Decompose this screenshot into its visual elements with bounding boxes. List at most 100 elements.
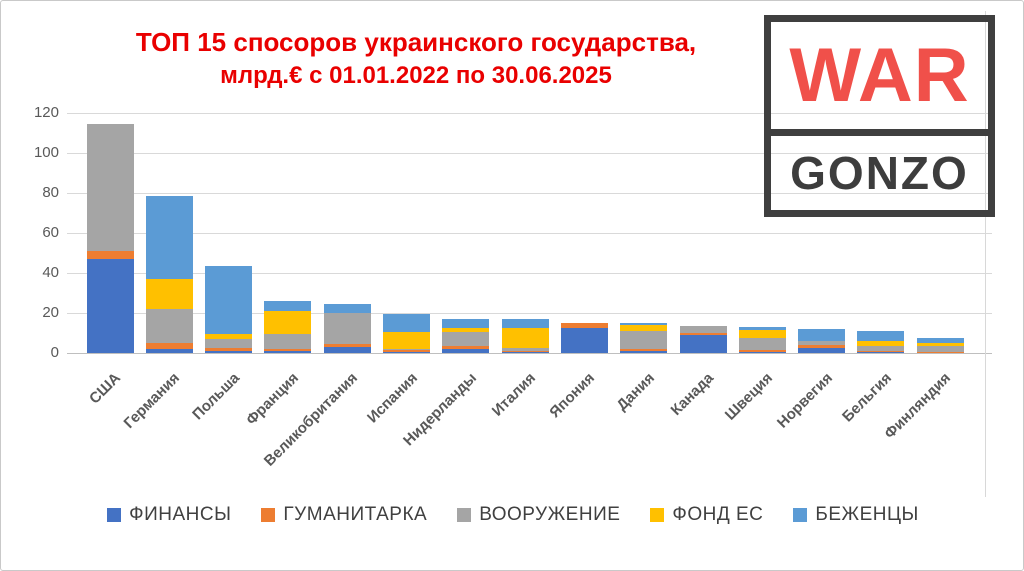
bar-segment-Германия-ФОНД ЕС (145, 279, 193, 309)
bar-segment-Франция-ВООРУЖЕНИЕ (264, 334, 312, 349)
bar-segment-Бельгия-ГУМАНИТАРКА (857, 351, 905, 352)
bar-segment-Финляндия-ГУМАНИТАРКА (916, 351, 964, 353)
legend-label-ВООРУЖЕНИЕ: ВООРУЖЕНИЕ (479, 504, 621, 525)
bar-segment-Франция-ФИНАНСЫ (264, 351, 312, 353)
gridline-40 (67, 273, 992, 274)
bar-segment-Германия-ВООРУЖЕНИЕ (145, 309, 193, 343)
bar-segment-Италия-БЕЖЕНЦЫ (501, 319, 549, 328)
bar-segment-Нидерланды-ГУМАНИТАРКА (442, 346, 490, 349)
legend-swatch-ФИНАНСЫ (107, 508, 122, 522)
y-axis-tick-label: 20 (42, 304, 59, 321)
bar-segment-Франция-ГУМАНИТАРКА (264, 349, 312, 351)
bar-segment-Финляндия-ВООРУЖЕНИЕ (916, 346, 964, 352)
gridline-100 (67, 153, 992, 154)
logo-word-war: WAR (789, 32, 970, 118)
legend-item-ФИНАНСЫ: ФИНАНСЫ (107, 504, 231, 526)
gridline-80 (67, 193, 992, 194)
bar-segment-Польша-ГУМАНИТАРКА (205, 348, 253, 351)
legend-item-ВООРУЖЕНИЕ: ВООРУЖЕНИЕ (457, 504, 620, 526)
legend-label-ФОНД ЕС: ФОНД ЕС (672, 504, 764, 525)
bar-segment-Испания-ГУМАНИТАРКА (383, 350, 430, 352)
bar-segment-Германия-ФИНАНСЫ (145, 349, 193, 353)
bar-segment-Франция-БЕЖЕНЦЫ (264, 301, 312, 311)
bar-segment-Швеция-БЕЖЕНЦЫ (738, 327, 786, 331)
bar-segment-Франция-ФОНД ЕС (264, 311, 312, 334)
bar-segment-Бельгия-ФОНД ЕС (857, 341, 905, 346)
y-axis-tick-label: 0 (50, 344, 59, 361)
bar-segment-Норвегия-ФИНАНСЫ (798, 348, 846, 353)
bar-segment-Норвегия-БЕЖЕНЦЫ (798, 329, 846, 341)
wargonzo-logo-top-cell: WAR (771, 22, 988, 136)
legend-swatch-ВООРУЖЕНИЕ (457, 508, 472, 522)
x-axis-label-Финляндия: Финляндия (881, 369, 955, 443)
bar-segment-Германия-БЕЖЕНЦЫ (145, 196, 193, 279)
bar-segment-Нидерланды-БЕЖЕНЦЫ (442, 319, 490, 328)
bar-segment-Канада-ВООРУЖЕНИЕ (679, 326, 727, 334)
bar-segment-Польша-ФОНД ЕС (205, 334, 253, 339)
bar-segment-Япония-ФИНАНСЫ (560, 327, 608, 353)
wargonzo-logo-bottom-cell: GONZO (771, 136, 988, 210)
bar-segment-Канада-ГУМАНИТАРКА (679, 333, 727, 336)
bar-segment-Дания-ВООРУЖЕНИЕ (620, 331, 668, 349)
chart-frame-right-edge (985, 11, 986, 497)
bar-segment-Польша-ФИНАНСЫ (205, 351, 253, 353)
bar-segment-Канада-ФИНАНСЫ (679, 335, 727, 353)
bar-segment-Дания-ГУМАНИТАРКА (620, 349, 668, 352)
bar-segment-Италия-ФОНД ЕС (501, 328, 549, 348)
legend-item-ФОНД ЕС: ФОНД ЕС (650, 504, 763, 526)
bar-segment-Швеция-ФОНД ЕС (738, 330, 786, 338)
bar-segment-Польша-БЕЖЕНЦЫ (205, 266, 253, 334)
legend-swatch-ФОНД ЕС (650, 508, 665, 522)
legend-label-ГУМАНИТАРКА: ГУМАНИТАРКА (283, 504, 428, 525)
gridline-60 (67, 233, 992, 234)
y-axis-tick-label: 40 (42, 264, 59, 281)
gridline-20 (67, 313, 992, 314)
legend-label-ФИНАНСЫ: ФИНАНСЫ (129, 504, 232, 525)
bar-segment-Швеция-ГУМАНИТАРКА (738, 350, 786, 352)
legend-label-БЕЖЕНЦЫ: БЕЖЕНЦЫ (815, 504, 919, 525)
bar-segment-Нидерланды-ВООРУЖЕНИЕ (442, 332, 490, 346)
legend-item-БЕЖЕНЦЫ: БЕЖЕНЦЫ (793, 504, 918, 526)
bar-segment-Норвегия-ГУМАНИТАРКА (798, 345, 846, 348)
bar-segment-Испания-ФИНАНСЫ (383, 352, 430, 353)
bar-segment-Италия-ВООРУЖЕНИЕ (501, 348, 549, 351)
bar-segment-США-ВООРУЖЕНИЕ (86, 124, 134, 251)
bar-segment-Великобритания-ВООРУЖЕНИЕ (323, 313, 371, 344)
bar-segment-Великобритания-БЕЖЕНЦЫ (323, 304, 371, 313)
bar-segment-Швеция-ФИНАНСЫ (738, 352, 786, 353)
bar-segment-Германия-ГУМАНИТАРКА (145, 343, 193, 349)
bar-segment-Финляндия-ФИНАНСЫ (916, 352, 964, 353)
bar-segment-США-ГУМАНИТАРКА (86, 251, 134, 259)
bar-segment-Швеция-ВООРУЖЕНИЕ (738, 338, 786, 350)
bar-segment-Нидерланды-ФОНД ЕС (442, 328, 490, 332)
bar-segment-Япония-ГУМАНИТАРКА (560, 322, 608, 328)
bar-segment-Финляндия-ФОНД ЕС (916, 343, 964, 347)
bar-segment-Испания-ФОНД ЕС (383, 332, 430, 349)
legend-swatch-БЕЖЕНЦЫ (793, 508, 808, 522)
y-axis-tick-label: 80 (42, 184, 59, 201)
bar-segment-Дания-БЕЖЕНЦЫ (620, 322, 668, 326)
bar-segment-Великобритания-ФИНАНСЫ (323, 346, 371, 353)
legend-swatch-ГУМАНИТАРКА (261, 508, 276, 522)
gridline-0 (67, 353, 992, 354)
bar-segment-Нидерланды-ФИНАНСЫ (442, 349, 490, 353)
logo-word-gonzo: GONZO (790, 147, 969, 199)
bar-segment-Дания-ФИНАНСЫ (620, 351, 668, 353)
bar-segment-Великобритания-ГУМАНИТАРКА (323, 344, 371, 347)
chart-legend: ФИНАНСЫ ГУМАНИТАРКА ВООРУЖЕНИЕ ФОНД ЕС БЕЖЕН… (1, 504, 1023, 526)
chart-title-line1: ТОП 15 спосоров украинского государства, (135, 27, 697, 57)
y-axis-tick-label: 120 (33, 104, 59, 121)
y-axis-tick-label: 60 (42, 224, 59, 241)
bar-segment-Испания-ВООРУЖЕНИЕ (383, 349, 430, 350)
bar-segment-Бельгия-ФИНАНСЫ (857, 352, 905, 353)
bar-segment-Бельгия-БЕЖЕНЦЫ (857, 331, 905, 341)
y-axis-tick-label: 100 (33, 144, 59, 161)
bar-segment-Италия-ФИНАНСЫ (501, 352, 549, 353)
bar-segment-Дания-ФОНД ЕС (620, 325, 668, 331)
bar-segment-Бельгия-ВООРУЖЕНИЕ (857, 346, 905, 351)
bar-segment-США-ФИНАНСЫ (86, 259, 134, 353)
gridline-120 (67, 113, 992, 114)
bar-segment-Норвегия-ВООРУЖЕНИЕ (798, 341, 846, 345)
